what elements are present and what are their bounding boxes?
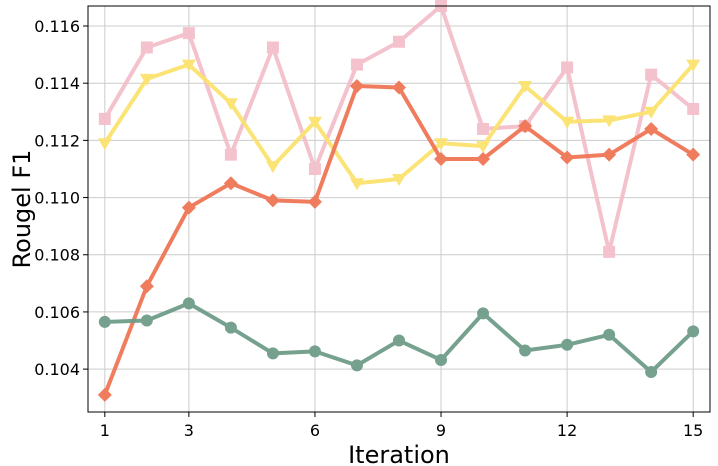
data-point-square xyxy=(393,35,405,48)
x-tick-label: 15 xyxy=(683,421,703,440)
data-point-diamond xyxy=(181,200,196,215)
data-point-diamond xyxy=(476,151,491,166)
grid-lines xyxy=(88,6,710,412)
series-layer xyxy=(97,0,701,402)
data-point-circle xyxy=(224,321,237,334)
data-point-circle xyxy=(603,328,616,341)
data-point-square xyxy=(224,148,237,161)
series-3-circle xyxy=(98,297,700,378)
data-point-square xyxy=(350,58,363,71)
data-point-circle xyxy=(140,314,153,327)
series-2-diamond xyxy=(97,79,701,402)
data-point-triangle-down xyxy=(223,98,238,111)
y-axis-title: Rougel F1 xyxy=(8,150,36,269)
plot-frame xyxy=(87,5,711,413)
data-point-diamond xyxy=(223,176,238,191)
data-point-diamond xyxy=(392,80,406,95)
y-tick-label: 0.106 xyxy=(34,303,80,322)
data-point-triangle-down xyxy=(392,173,406,186)
data-point-triangle-down xyxy=(644,106,659,119)
data-point-triangle-down xyxy=(181,59,196,72)
data-point-triangle-down xyxy=(139,73,154,86)
data-point-diamond xyxy=(97,387,112,402)
data-point-square xyxy=(561,61,574,74)
data-point-circle xyxy=(350,359,363,372)
data-point-diamond xyxy=(307,194,322,209)
data-point-circle xyxy=(519,344,532,357)
data-point-diamond xyxy=(349,79,364,94)
data-point-square xyxy=(266,41,279,54)
data-point-square xyxy=(603,245,616,258)
data-point-circle xyxy=(435,353,448,366)
x-axis-title: Iteration xyxy=(348,441,450,466)
y-tick-label: 0.108 xyxy=(34,246,80,265)
series-1-triangle-down xyxy=(97,59,701,191)
data-point-circle xyxy=(182,297,195,310)
x-tick-label: 1 xyxy=(100,421,110,440)
data-point-triangle-down xyxy=(434,138,449,151)
data-point-diamond xyxy=(265,193,280,208)
data-point-diamond xyxy=(518,119,533,134)
data-point-triangle-down xyxy=(97,138,112,151)
data-point-diamond xyxy=(139,279,154,294)
data-point-circle xyxy=(98,315,111,328)
data-point-triangle-down xyxy=(349,178,364,191)
data-point-circle xyxy=(687,325,700,338)
data-point-circle xyxy=(645,365,658,378)
data-point-square xyxy=(477,122,490,135)
data-point-diamond xyxy=(644,121,659,136)
data-point-square xyxy=(140,41,153,54)
data-point-square xyxy=(308,162,321,175)
x-tick-label: 6 xyxy=(310,421,320,440)
y-tick-label: 0.110 xyxy=(34,189,80,208)
y-tick-label: 0.116 xyxy=(34,17,80,36)
data-point-diamond xyxy=(560,150,575,165)
data-point-triangle-down xyxy=(602,115,617,128)
x-tick-label: 12 xyxy=(557,421,577,440)
data-point-circle xyxy=(477,307,490,320)
data-point-circle xyxy=(561,338,574,351)
x-tick-label: 9 xyxy=(436,421,446,440)
data-point-triangle-down xyxy=(307,116,322,129)
y-tick-label: 0.112 xyxy=(34,131,80,150)
data-point-triangle-down xyxy=(265,161,280,174)
data-point-circle xyxy=(393,334,405,347)
data-point-triangle-down xyxy=(518,81,533,94)
data-point-diamond xyxy=(686,147,701,162)
data-point-square xyxy=(98,112,111,125)
data-point-square xyxy=(182,27,195,40)
data-point-circle xyxy=(308,345,321,358)
y-tick-label: 0.114 xyxy=(34,74,80,93)
y-tick-label: 0.104 xyxy=(34,360,80,379)
data-point-circle xyxy=(266,347,279,360)
data-point-diamond xyxy=(602,147,617,162)
axis-ticks: 1 3 6 9 12 15 0.104 0.106 0.108 0.110 0.112 0.114 0.… xyxy=(34,17,703,440)
data-point-triangle-down xyxy=(476,141,491,154)
data-point-square xyxy=(645,68,658,81)
data-point-triangle-down xyxy=(560,116,575,129)
data-point-square xyxy=(687,102,700,115)
data-point-triangle-down xyxy=(686,59,701,72)
data-point-diamond xyxy=(434,151,449,166)
x-tick-label: 3 xyxy=(184,421,194,440)
